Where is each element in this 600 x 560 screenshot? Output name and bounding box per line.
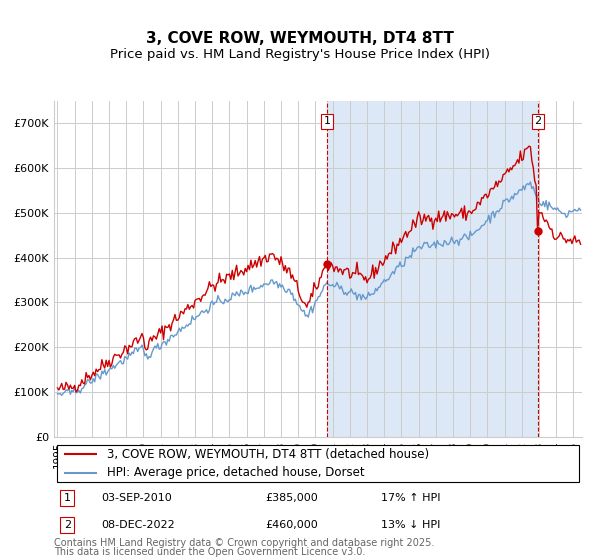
- Text: 08-DEC-2022: 08-DEC-2022: [101, 520, 175, 530]
- Text: 3, COVE ROW, WEYMOUTH, DT4 8TT: 3, COVE ROW, WEYMOUTH, DT4 8TT: [146, 31, 454, 46]
- Text: Price paid vs. HM Land Registry's House Price Index (HPI): Price paid vs. HM Land Registry's House …: [110, 48, 490, 60]
- Text: 13% ↓ HPI: 13% ↓ HPI: [382, 520, 441, 530]
- Text: £460,000: £460,000: [265, 520, 318, 530]
- Text: £385,000: £385,000: [265, 493, 318, 503]
- Text: 2: 2: [534, 116, 541, 127]
- Text: HPI: Average price, detached house, Dorset: HPI: Average price, detached house, Dors…: [107, 466, 364, 479]
- Text: 1: 1: [64, 493, 71, 503]
- Text: 3, COVE ROW, WEYMOUTH, DT4 8TT (detached house): 3, COVE ROW, WEYMOUTH, DT4 8TT (detached…: [107, 447, 429, 461]
- Text: This data is licensed under the Open Government Licence v3.0.: This data is licensed under the Open Gov…: [54, 547, 365, 557]
- Text: 1: 1: [323, 116, 331, 127]
- Bar: [327, 101, 538, 437]
- Text: 17% ↑ HPI: 17% ↑ HPI: [382, 493, 441, 503]
- Text: 2: 2: [64, 520, 71, 530]
- Text: Contains HM Land Registry data © Crown copyright and database right 2025.: Contains HM Land Registry data © Crown c…: [54, 538, 434, 548]
- Text: 03-SEP-2010: 03-SEP-2010: [101, 493, 172, 503]
- FancyBboxPatch shape: [56, 445, 580, 482]
